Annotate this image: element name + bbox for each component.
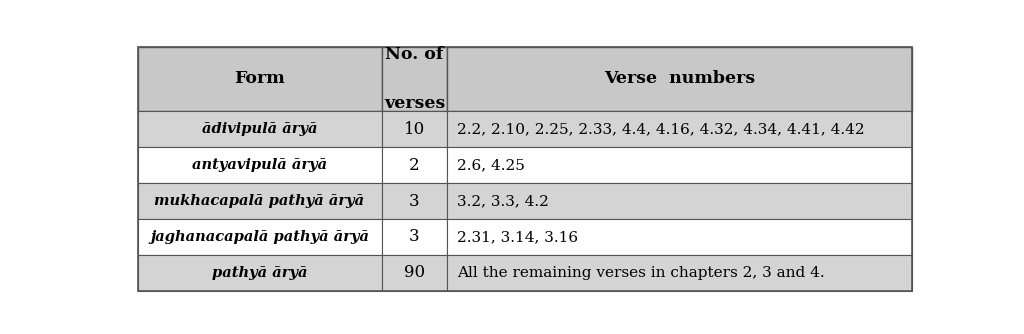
Text: 10: 10: [403, 121, 425, 138]
Bar: [382, 111, 447, 147]
Text: Verse  numbers: Verse numbers: [604, 70, 756, 88]
Bar: [137, 219, 382, 255]
Text: mukhacapalā pathyā āryā: mukhacapalā pathyā āryā: [155, 194, 365, 208]
Text: 3: 3: [410, 228, 420, 245]
Bar: [137, 147, 382, 183]
Bar: [447, 111, 912, 147]
Text: pathyā āryā: pathyā āryā: [212, 266, 307, 280]
Text: 2: 2: [410, 157, 420, 174]
Bar: [137, 183, 382, 219]
Bar: [447, 219, 912, 255]
Text: 2.31, 3.14, 3.16: 2.31, 3.14, 3.16: [457, 230, 578, 244]
Text: 3: 3: [410, 192, 420, 209]
Text: 2.6, 4.25: 2.6, 4.25: [457, 158, 524, 172]
Bar: [382, 147, 447, 183]
Bar: [382, 183, 447, 219]
Bar: [447, 46, 912, 111]
Text: jaghanacapalā pathyā āryā: jaghanacapalā pathyā āryā: [150, 230, 369, 244]
Bar: [382, 255, 447, 291]
Bar: [447, 147, 912, 183]
Bar: [382, 219, 447, 255]
Text: Form: Form: [234, 70, 285, 88]
Text: 2.2, 2.10, 2.25, 2.33, 4.4, 4.16, 4.32, 4.34, 4.41, 4.42: 2.2, 2.10, 2.25, 2.33, 4.4, 4.16, 4.32, …: [457, 122, 864, 136]
Text: 90: 90: [403, 265, 425, 281]
Text: No. of

verses: No. of verses: [384, 45, 445, 112]
Text: ādivipulā āryā: ādivipulā āryā: [202, 122, 317, 136]
Bar: [137, 111, 382, 147]
Bar: [137, 46, 382, 111]
Bar: [382, 46, 447, 111]
Text: All the remaining verses in chapters 2, 3 and 4.: All the remaining verses in chapters 2, …: [457, 266, 824, 280]
Text: 3.2, 3.3, 4.2: 3.2, 3.3, 4.2: [457, 194, 549, 208]
Bar: [447, 183, 912, 219]
Text: antyavipulā āryā: antyavipulā āryā: [191, 158, 327, 172]
Bar: [137, 255, 382, 291]
Bar: [447, 255, 912, 291]
